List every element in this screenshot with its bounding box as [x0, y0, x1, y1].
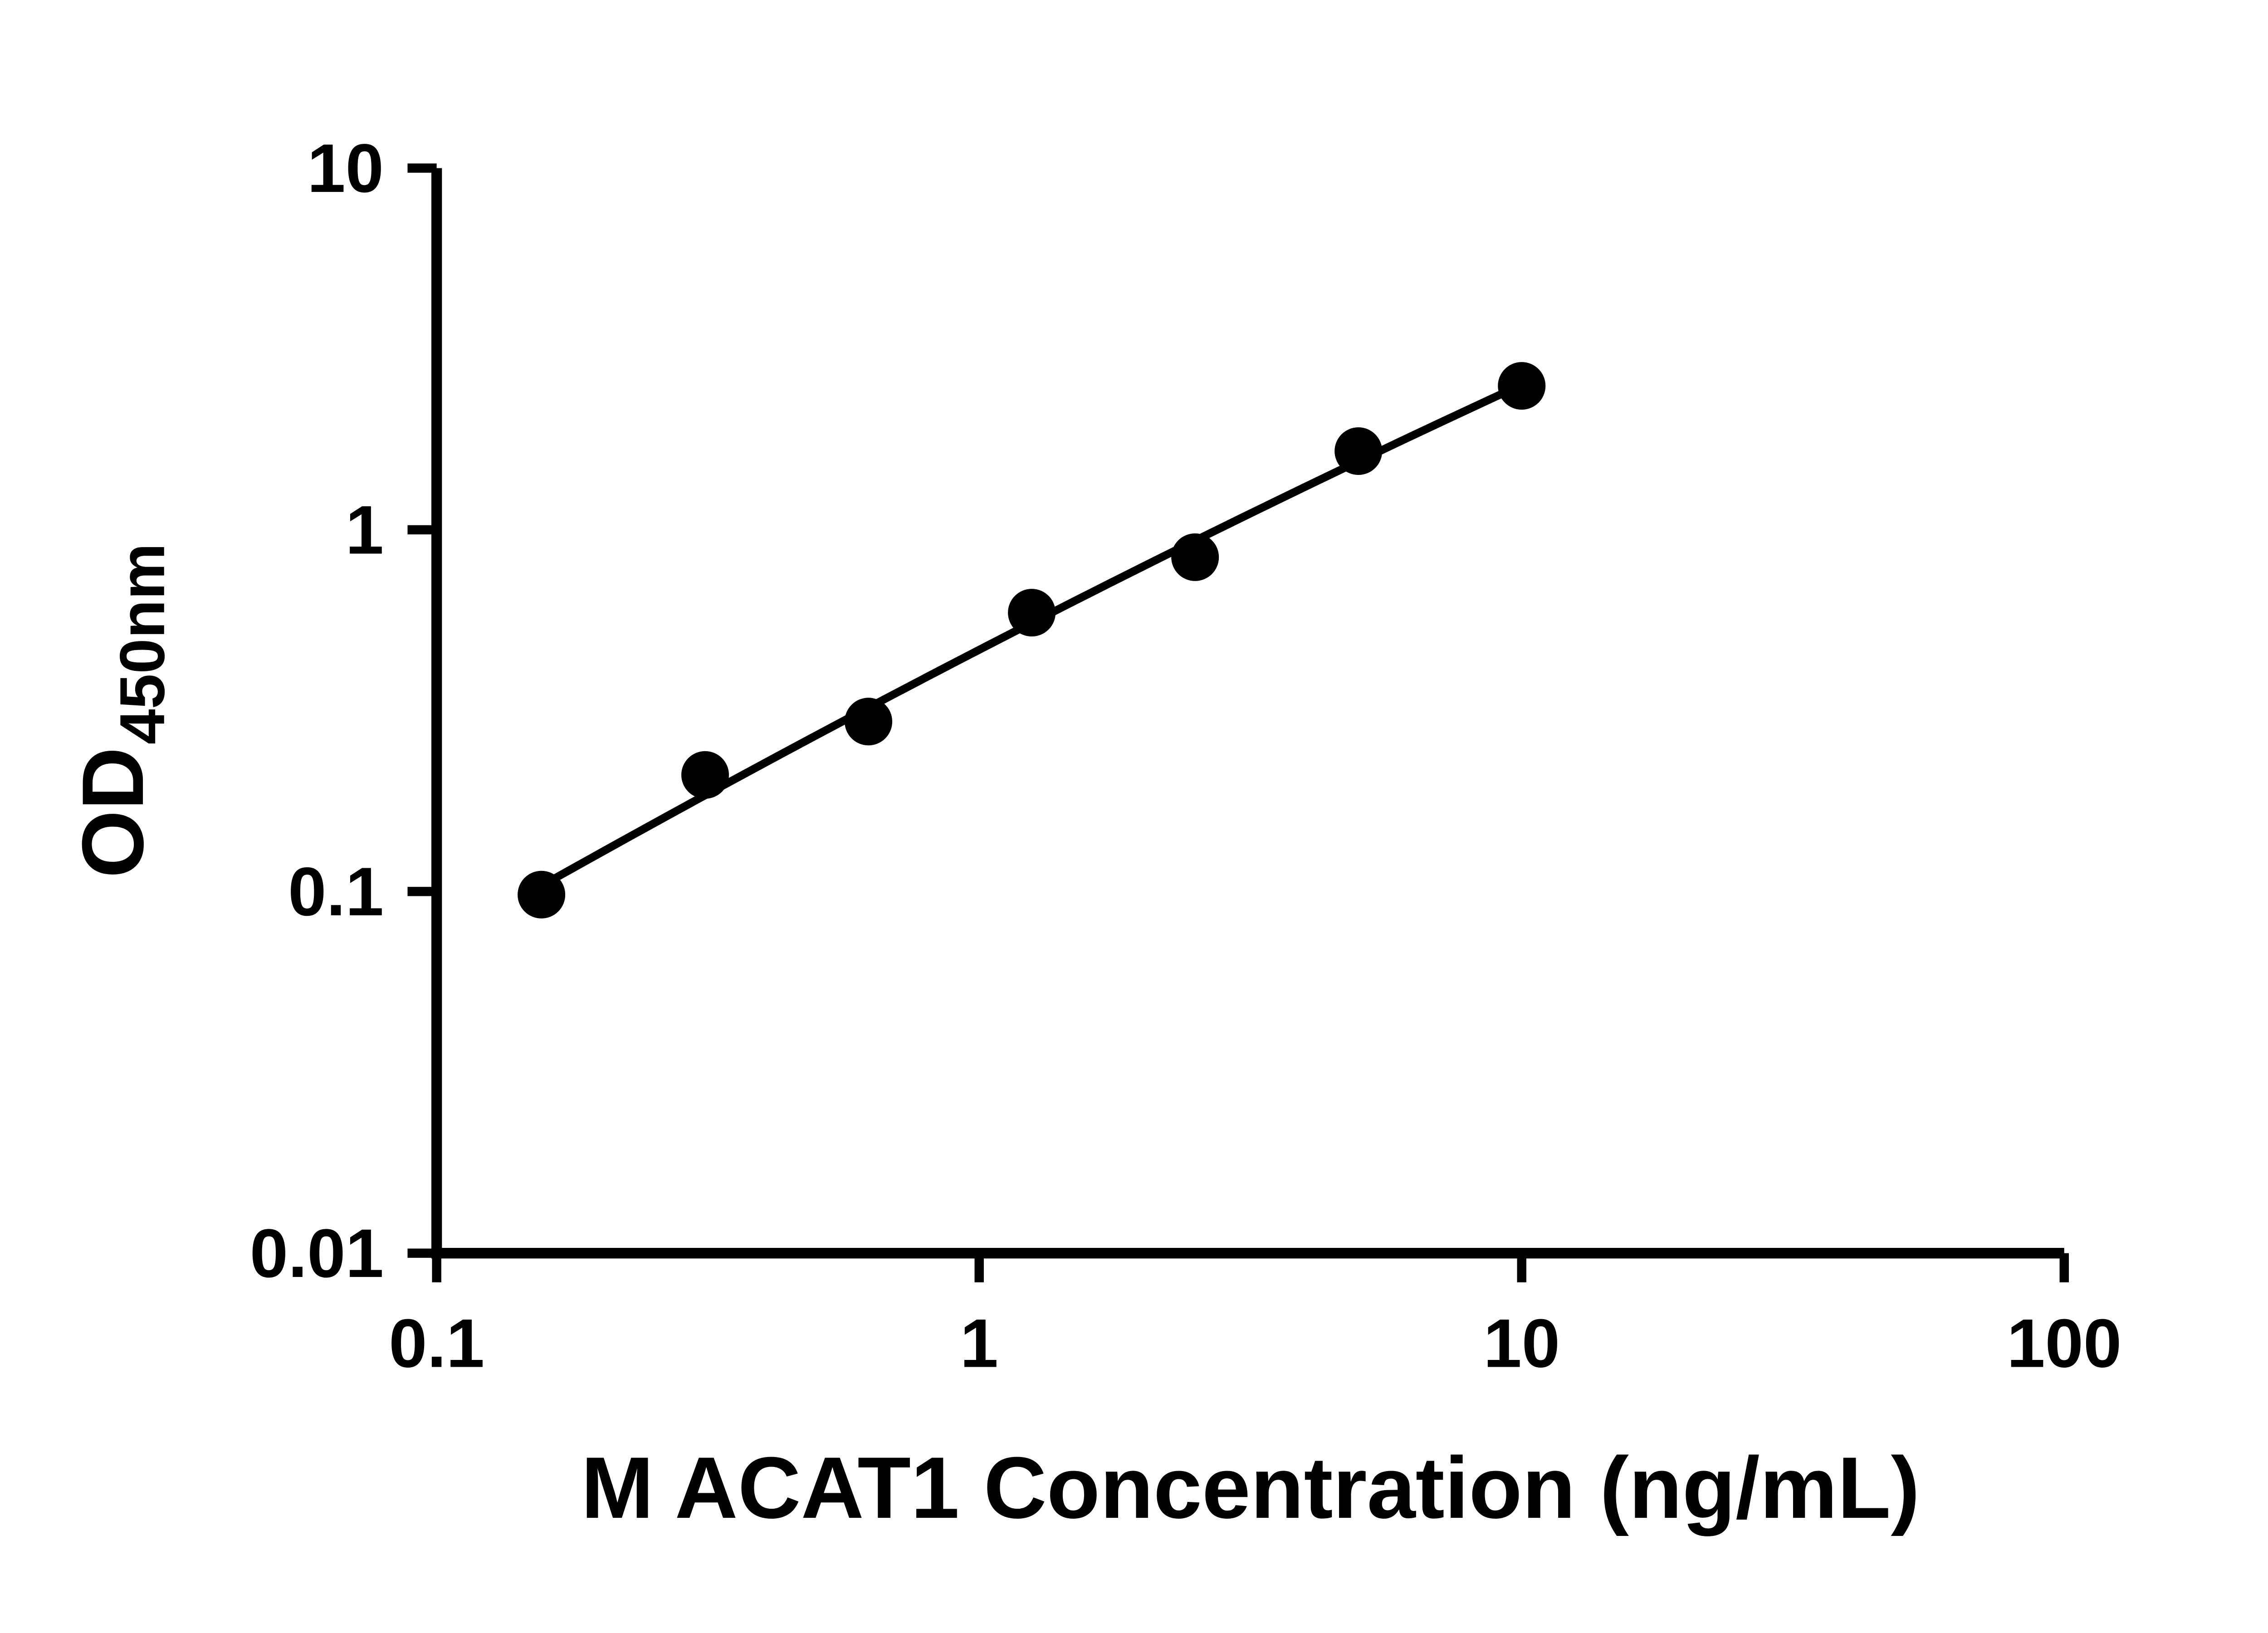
data-point	[518, 870, 566, 919]
x-tick-label: 0.1	[389, 1305, 484, 1382]
y-axis-title-main: OD	[64, 747, 161, 878]
axes-layer	[431, 168, 2064, 1259]
y-tick-label: 10	[307, 130, 384, 207]
data-point	[1171, 533, 1219, 581]
y-axis-title: OD450nm	[64, 543, 178, 878]
data-point	[1008, 589, 1056, 637]
data-point	[1334, 427, 1383, 475]
y-tick-label: 1	[346, 492, 384, 568]
data-points-layer	[518, 362, 1546, 919]
data-point	[681, 751, 729, 799]
y-axis-title-subscript: 450nm	[107, 543, 178, 744]
x-tick-label: 1	[960, 1305, 998, 1382]
axis-spine	[431, 168, 2064, 1259]
y-tick-label: 0.01	[250, 1215, 384, 1292]
y-tick-label: 0.1	[288, 854, 384, 930]
x-axis-title: M ACAT1 Concentration (ng/mL)	[581, 1439, 1920, 1536]
data-point	[845, 698, 893, 746]
x-tick-label: 100	[2007, 1305, 2121, 1382]
ticks-layer	[407, 163, 2069, 1282]
x-tick-label: 10	[1483, 1305, 1560, 1382]
data-point	[1498, 362, 1546, 410]
